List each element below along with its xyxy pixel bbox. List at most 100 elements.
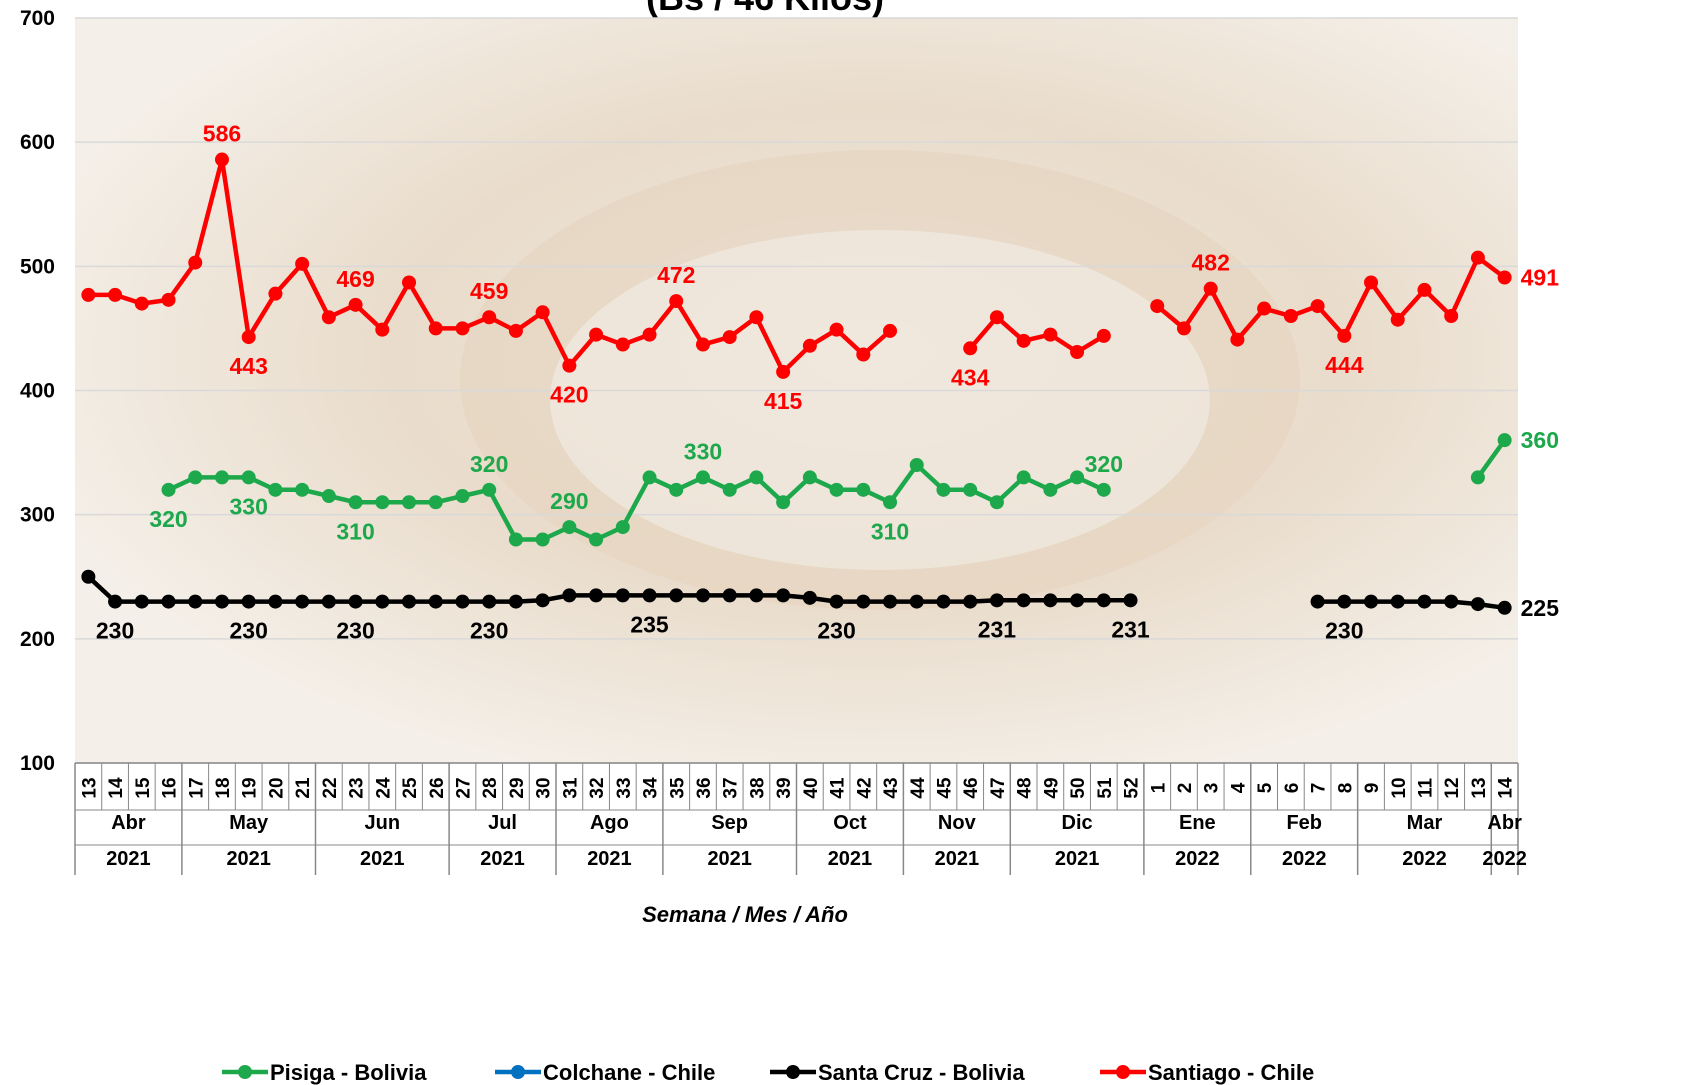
x-tick-label: 5 (1255, 782, 1276, 793)
data-point (375, 594, 390, 609)
data-point (1096, 482, 1111, 497)
data-label: 230 (1325, 618, 1363, 644)
data-point (1123, 593, 1138, 608)
x-tick-label: 19 (240, 777, 261, 798)
data-point (508, 594, 523, 609)
data-point (268, 286, 283, 301)
y-tick-label: 600 (20, 131, 55, 154)
data-point (508, 323, 523, 338)
x-tick-label: 36 (694, 777, 715, 798)
data-label: 235 (630, 611, 669, 637)
year-label: 2021 (480, 848, 525, 870)
data-point (188, 255, 203, 270)
legend-label: Colchane - Chile (543, 1060, 715, 1085)
x-tick-label: 3 (1202, 783, 1223, 794)
data-point (295, 482, 310, 497)
year-label: 2021 (935, 848, 980, 870)
data-point (321, 594, 336, 609)
data-point (214, 594, 229, 609)
x-tick-label: 32 (587, 777, 608, 798)
data-point (615, 588, 630, 603)
x-tick-label: 6 (1282, 783, 1303, 794)
data-label: 360 (1521, 427, 1559, 453)
x-tick-label: 44 (908, 777, 929, 799)
data-label: 230 (96, 618, 134, 644)
x-tick-label: 52 (1122, 777, 1143, 798)
year-label: 2021 (360, 848, 405, 870)
data-point (1070, 470, 1085, 485)
data-point (1016, 593, 1031, 608)
x-tick-label: 50 (1068, 777, 1089, 798)
data-point (348, 594, 363, 609)
data-point (695, 470, 710, 485)
x-tick-label: 18 (213, 777, 234, 798)
data-point (749, 310, 764, 325)
data-point (375, 322, 390, 337)
legend-swatch (511, 1065, 525, 1079)
data-point (642, 470, 657, 485)
data-point (722, 588, 737, 603)
data-label: 330 (230, 493, 268, 519)
data-point (134, 296, 149, 311)
x-tick-label: 38 (747, 777, 768, 798)
x-tick-label: 25 (400, 777, 421, 799)
data-label: 330 (684, 438, 722, 464)
data-point (1337, 594, 1352, 609)
legend-label: Pisiga - Bolivia (270, 1060, 427, 1085)
x-tick-label: 29 (507, 777, 528, 798)
data-point (615, 520, 630, 535)
x-tick-label: 13 (1469, 777, 1490, 798)
data-point (615, 337, 630, 352)
data-point (402, 495, 417, 510)
data-point (1444, 309, 1459, 323)
data-point (1070, 345, 1085, 360)
chart-title: (Bs / 46 Kilos) (646, 0, 884, 18)
month-label: Sep (711, 812, 748, 834)
x-tick-label: 49 (1041, 777, 1062, 798)
data-point (108, 287, 123, 302)
data-point (402, 594, 417, 609)
data-label: 434 (951, 364, 990, 390)
data-point (1470, 470, 1485, 485)
data-point (1337, 328, 1352, 343)
data-point (455, 321, 470, 336)
data-point (161, 482, 176, 497)
data-label: 230 (230, 618, 268, 644)
data-point (428, 495, 443, 510)
data-point (669, 588, 684, 603)
data-point (669, 294, 684, 309)
legend-swatch (1116, 1065, 1130, 1079)
data-point (936, 482, 951, 497)
month-label: Abr (1487, 812, 1522, 834)
data-point (1096, 328, 1111, 343)
data-label: 320 (1085, 451, 1123, 477)
data-point (348, 297, 363, 312)
data-point (856, 482, 871, 497)
x-tick-label: 48 (1015, 777, 1036, 798)
data-point (321, 310, 336, 325)
data-label: 310 (336, 518, 374, 544)
legend-swatch (238, 1065, 252, 1079)
x-tick-label: 30 (534, 777, 555, 798)
year-label: 2021 (106, 848, 151, 870)
data-point (642, 588, 657, 603)
month-label: Dic (1062, 812, 1093, 834)
x-tick-label: 10 (1389, 777, 1410, 798)
data-point (883, 323, 898, 338)
month-label: Nov (938, 812, 977, 834)
data-label: 230 (336, 618, 374, 644)
month-label: May (229, 812, 269, 834)
x-tick-label: 51 (1095, 777, 1116, 799)
x-tick-label: 27 (453, 777, 474, 798)
x-tick-label: 21 (293, 777, 314, 799)
y-tick-label: 700 (20, 7, 55, 30)
data-point (989, 495, 1004, 510)
data-point (1283, 309, 1298, 323)
x-tick-label: 37 (721, 777, 742, 798)
data-point (1257, 301, 1272, 316)
x-tick-label: 41 (828, 777, 849, 799)
data-point (722, 330, 737, 345)
data-point (1203, 281, 1218, 296)
year-label: 2021 (587, 848, 632, 870)
data-point (241, 594, 256, 609)
